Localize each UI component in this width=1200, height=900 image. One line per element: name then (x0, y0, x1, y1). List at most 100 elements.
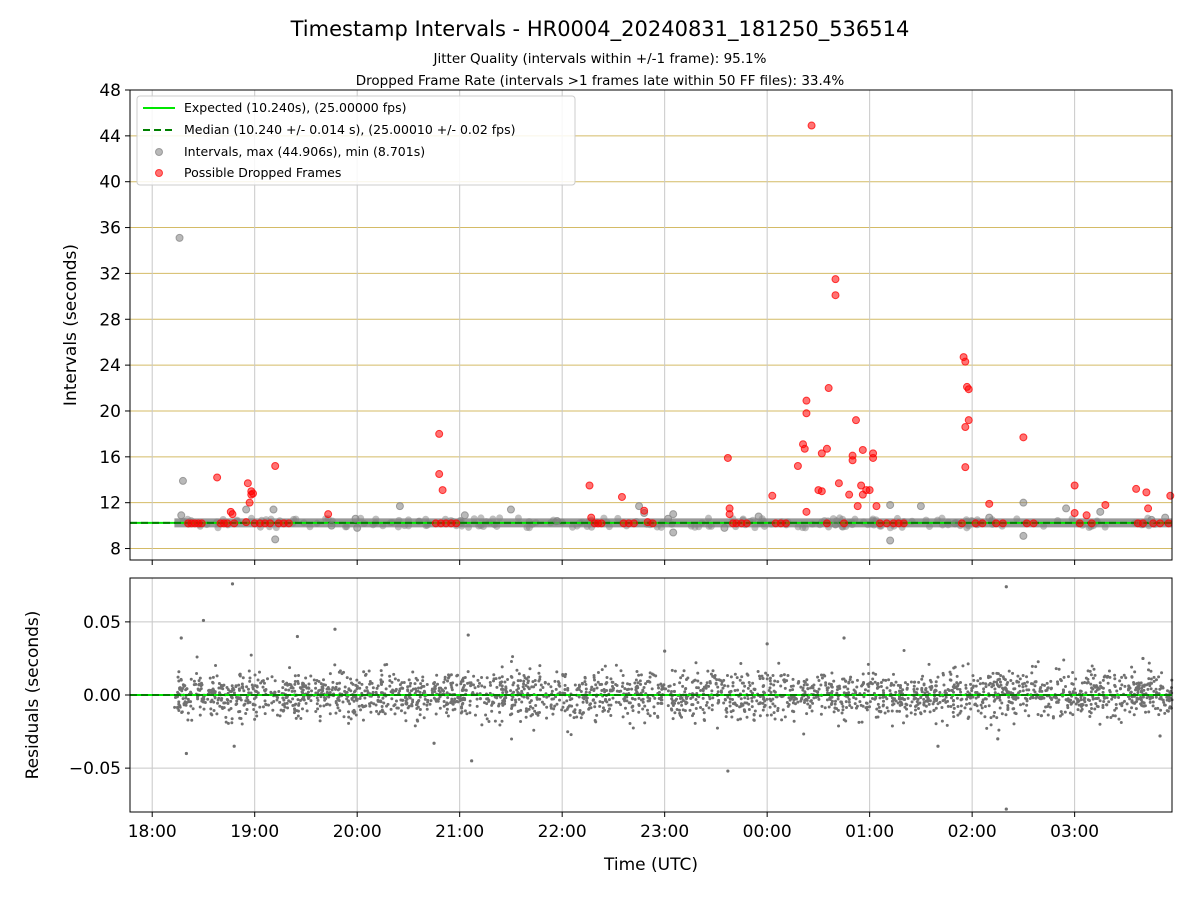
residual-point (200, 683, 204, 687)
residual-point (980, 706, 984, 710)
residual-point (923, 691, 927, 695)
residual-point (476, 678, 480, 682)
residual-point (976, 679, 980, 683)
residual-point (250, 683, 254, 687)
residual-point (1052, 695, 1056, 699)
residual-point (330, 688, 334, 692)
residual-point (782, 673, 786, 677)
residual-point (504, 686, 508, 690)
residual-point (475, 704, 479, 708)
residual-point (763, 699, 767, 703)
residual-point (338, 681, 342, 685)
legend-intervals-swatch (155, 148, 163, 156)
residual-point (623, 687, 627, 691)
residual-point (561, 705, 565, 709)
residual-point (719, 678, 723, 682)
residual-point (510, 712, 514, 716)
residual-point (935, 697, 939, 701)
residual-point (281, 703, 285, 707)
residual-point (641, 697, 645, 701)
residual-point (428, 702, 432, 706)
residual-point (741, 681, 745, 685)
residual-point (891, 698, 895, 702)
residual-point (832, 710, 836, 714)
residual-point (485, 717, 489, 721)
residual-point (506, 677, 510, 681)
residual-point (359, 708, 363, 712)
residual-point (212, 708, 216, 712)
residual-point (360, 682, 364, 686)
residual-point (558, 698, 562, 702)
residual-point (654, 674, 658, 678)
residual-point (531, 680, 535, 684)
residual-point (805, 712, 809, 716)
residual-point (713, 673, 717, 677)
residual-point (528, 701, 532, 705)
residual-point (502, 698, 506, 702)
residual-point (230, 684, 234, 688)
residual-point (215, 712, 219, 716)
residual-point (1113, 683, 1117, 687)
residual-point (380, 673, 384, 677)
residual-point (434, 712, 438, 716)
dropped-frame-point (1142, 488, 1151, 497)
residual-point (876, 702, 880, 706)
residual-point (393, 677, 397, 681)
residual-point (565, 699, 569, 703)
residual-point (358, 686, 362, 690)
residual-point (593, 701, 597, 705)
residual-point (580, 682, 584, 686)
residual-point (998, 680, 1002, 684)
residual-point (729, 675, 733, 679)
residual-point (966, 695, 970, 699)
residual-point (517, 697, 521, 701)
residual-point (263, 712, 267, 716)
residual-point (1061, 690, 1065, 694)
residual-point (334, 699, 338, 703)
residual-point (537, 671, 541, 675)
residual-point (402, 680, 406, 684)
interval-outlier-point (269, 505, 278, 514)
interval-point (394, 523, 402, 531)
residual-point (836, 708, 840, 712)
residual-point (306, 690, 310, 694)
residual-point (1128, 710, 1132, 714)
residual-point (314, 686, 318, 690)
residual-point (509, 675, 513, 679)
residual-point (833, 706, 837, 710)
residual-point (297, 674, 301, 678)
residual-point (216, 698, 220, 702)
residual-point (410, 702, 414, 706)
residual-point (361, 718, 365, 722)
residual-point (895, 709, 899, 713)
intervals-ytick-label: 8 (110, 540, 121, 560)
residual-point (230, 717, 234, 721)
residual-point (596, 671, 600, 675)
residual-point (1130, 706, 1134, 710)
residual-point (601, 706, 605, 710)
residual-point (761, 701, 765, 705)
residual-point (1034, 680, 1038, 684)
residual-point (728, 700, 732, 704)
residual-point (1169, 686, 1173, 690)
residual-point (653, 696, 657, 700)
residual-point (519, 708, 523, 712)
residual-point (415, 702, 419, 706)
residual-point (779, 674, 783, 678)
residual-point (1031, 682, 1035, 686)
residual-point (628, 721, 632, 725)
residual-point (386, 702, 390, 706)
residual-point (433, 689, 437, 693)
residual-point (853, 702, 857, 706)
residual-point (1071, 670, 1075, 674)
residual-point (340, 672, 344, 676)
residual-point (181, 697, 185, 701)
residual-point (925, 690, 929, 694)
dropped-frame-point (822, 519, 831, 528)
interval-outlier-point (886, 500, 895, 509)
residual-point (258, 705, 262, 709)
residual-point (1046, 686, 1050, 690)
residual-point (464, 688, 468, 692)
residual-point (560, 708, 564, 712)
residual-point (396, 706, 400, 710)
